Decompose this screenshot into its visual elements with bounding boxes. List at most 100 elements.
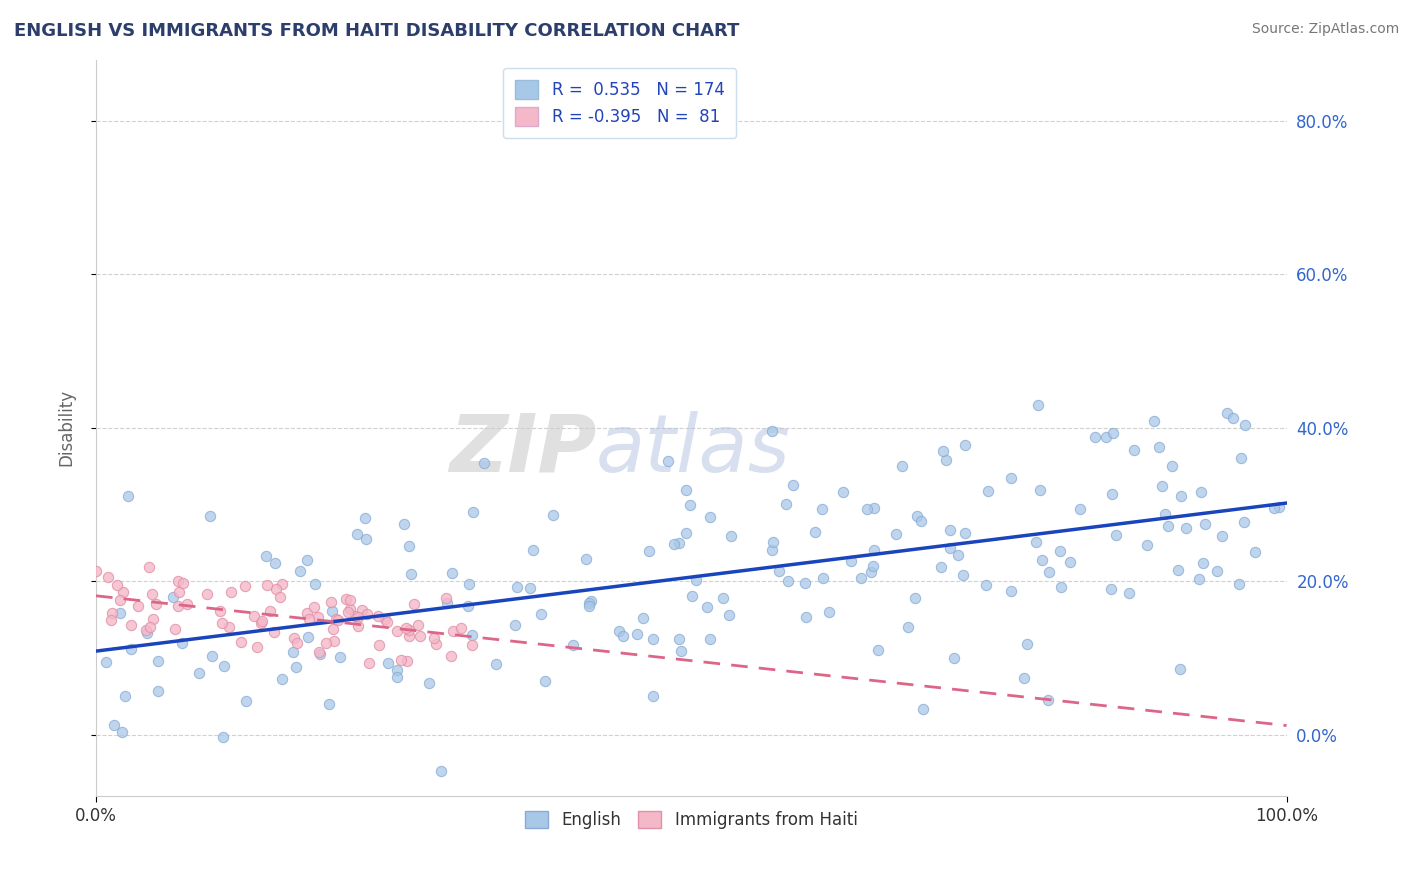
Point bbox=[298, 611, 321, 625]
Point bbox=[325, 612, 347, 626]
Point bbox=[804, 524, 827, 539]
Point bbox=[1049, 543, 1071, 558]
Point bbox=[271, 577, 294, 591]
Point bbox=[398, 624, 420, 638]
Point bbox=[256, 577, 278, 591]
Point bbox=[626, 627, 648, 641]
Point bbox=[439, 648, 461, 663]
Text: ENGLISH VS IMMIGRANTS FROM HAITI DISABILITY CORRELATION CHART: ENGLISH VS IMMIGRANTS FROM HAITI DISABIL… bbox=[14, 22, 740, 40]
Point bbox=[339, 602, 361, 616]
Point bbox=[176, 597, 198, 611]
Point bbox=[1031, 553, 1053, 567]
Point bbox=[641, 689, 664, 703]
Point bbox=[831, 485, 853, 500]
Point bbox=[953, 438, 976, 452]
Point bbox=[263, 556, 285, 570]
Point bbox=[304, 577, 326, 591]
Point bbox=[385, 624, 408, 638]
Point bbox=[307, 609, 329, 624]
Point bbox=[110, 607, 132, 621]
Point bbox=[657, 454, 679, 468]
Point bbox=[1222, 411, 1244, 425]
Point bbox=[1206, 564, 1229, 578]
Point bbox=[794, 576, 817, 591]
Point bbox=[884, 527, 907, 541]
Point bbox=[638, 543, 661, 558]
Point bbox=[281, 645, 304, 659]
Point bbox=[943, 650, 966, 665]
Point bbox=[541, 508, 564, 523]
Point bbox=[859, 566, 882, 580]
Point bbox=[288, 564, 311, 578]
Point bbox=[1194, 516, 1216, 531]
Point bbox=[711, 591, 734, 606]
Text: ZIP: ZIP bbox=[449, 411, 596, 489]
Point bbox=[142, 612, 165, 626]
Point bbox=[911, 702, 934, 716]
Legend: English, Immigrants from Haiti: English, Immigrants from Haiti bbox=[519, 804, 865, 836]
Point bbox=[441, 624, 464, 638]
Point bbox=[423, 631, 446, 645]
Point bbox=[1150, 479, 1173, 493]
Point bbox=[195, 587, 218, 601]
Point bbox=[187, 665, 209, 680]
Point bbox=[101, 606, 124, 620]
Point bbox=[450, 621, 472, 635]
Point bbox=[162, 591, 184, 605]
Point bbox=[578, 599, 600, 614]
Point bbox=[201, 648, 224, 663]
Point bbox=[211, 615, 233, 630]
Point bbox=[817, 605, 839, 619]
Point bbox=[762, 534, 785, 549]
Point bbox=[1095, 430, 1118, 444]
Point bbox=[506, 580, 529, 594]
Point bbox=[681, 589, 703, 603]
Point bbox=[263, 625, 285, 640]
Point bbox=[120, 642, 142, 657]
Point bbox=[794, 610, 817, 624]
Point bbox=[863, 501, 886, 516]
Point bbox=[1029, 483, 1052, 497]
Point bbox=[671, 644, 693, 658]
Point bbox=[696, 600, 718, 615]
Point bbox=[905, 509, 928, 524]
Point bbox=[374, 612, 396, 626]
Point bbox=[461, 505, 484, 519]
Point bbox=[385, 670, 408, 684]
Point bbox=[664, 537, 686, 551]
Point bbox=[139, 620, 162, 634]
Point bbox=[146, 683, 169, 698]
Point bbox=[1123, 442, 1146, 457]
Point bbox=[231, 635, 253, 649]
Point bbox=[952, 567, 974, 582]
Point bbox=[318, 697, 340, 711]
Point bbox=[522, 543, 544, 558]
Point bbox=[1227, 576, 1250, 591]
Point bbox=[335, 591, 357, 606]
Point bbox=[163, 622, 186, 636]
Point bbox=[322, 634, 344, 648]
Point bbox=[931, 443, 953, 458]
Point bbox=[457, 577, 479, 591]
Point bbox=[519, 581, 541, 595]
Point bbox=[350, 602, 373, 616]
Point bbox=[939, 541, 962, 555]
Point bbox=[485, 657, 508, 671]
Point bbox=[315, 636, 337, 650]
Point bbox=[235, 579, 257, 593]
Point bbox=[284, 659, 307, 673]
Point bbox=[579, 594, 602, 608]
Point bbox=[108, 592, 131, 607]
Point bbox=[534, 673, 557, 688]
Point bbox=[399, 567, 422, 582]
Point bbox=[418, 676, 440, 690]
Point bbox=[1174, 521, 1197, 535]
Point bbox=[574, 552, 596, 566]
Point bbox=[145, 597, 167, 611]
Point bbox=[339, 593, 361, 607]
Point bbox=[1136, 537, 1159, 551]
Point bbox=[1263, 501, 1285, 516]
Point bbox=[97, 569, 120, 583]
Point bbox=[761, 425, 783, 439]
Point bbox=[1170, 489, 1192, 503]
